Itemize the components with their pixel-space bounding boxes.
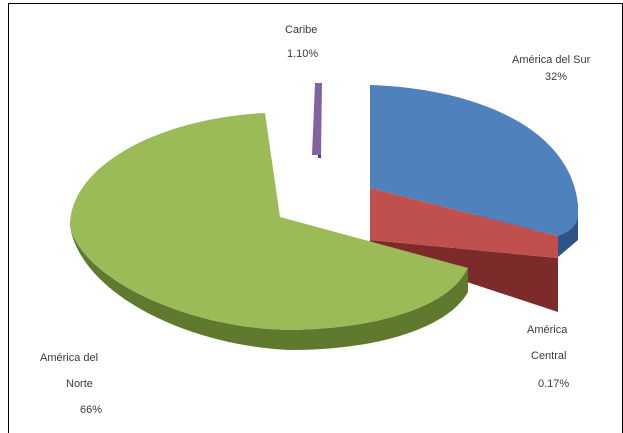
label-america-del-norte-name: América del	[40, 352, 98, 364]
label-america-del-sur-value: 32%	[545, 71, 567, 83]
slice-america-del-sur	[370, 85, 578, 236]
america-central-label-part2: Central	[531, 350, 567, 362]
label-caribe-name: Caribe	[285, 24, 317, 36]
slice-side-america-del-norte	[70, 226, 468, 350]
label-caribe-value: 1.10%	[287, 48, 318, 60]
frame-border-left	[8, 3, 9, 433]
label-america-central-value: 0.17%	[538, 378, 569, 390]
frame-border-top	[8, 3, 623, 4]
label-america-central-name: América	[527, 324, 568, 336]
slice-america-central	[370, 188, 558, 258]
slice-caribe	[312, 83, 322, 155]
slice-america-del-norte	[70, 113, 468, 330]
america-del-norte-label-part2: Norte	[66, 378, 93, 390]
label-america-del-sur-name: América del Sur	[512, 54, 591, 66]
label-america-del-norte-value: 66%	[80, 404, 102, 416]
pie-tops	[70, 83, 578, 330]
slice-labels: América del Sur 32% América 0.17% Améric…	[40, 24, 591, 416]
